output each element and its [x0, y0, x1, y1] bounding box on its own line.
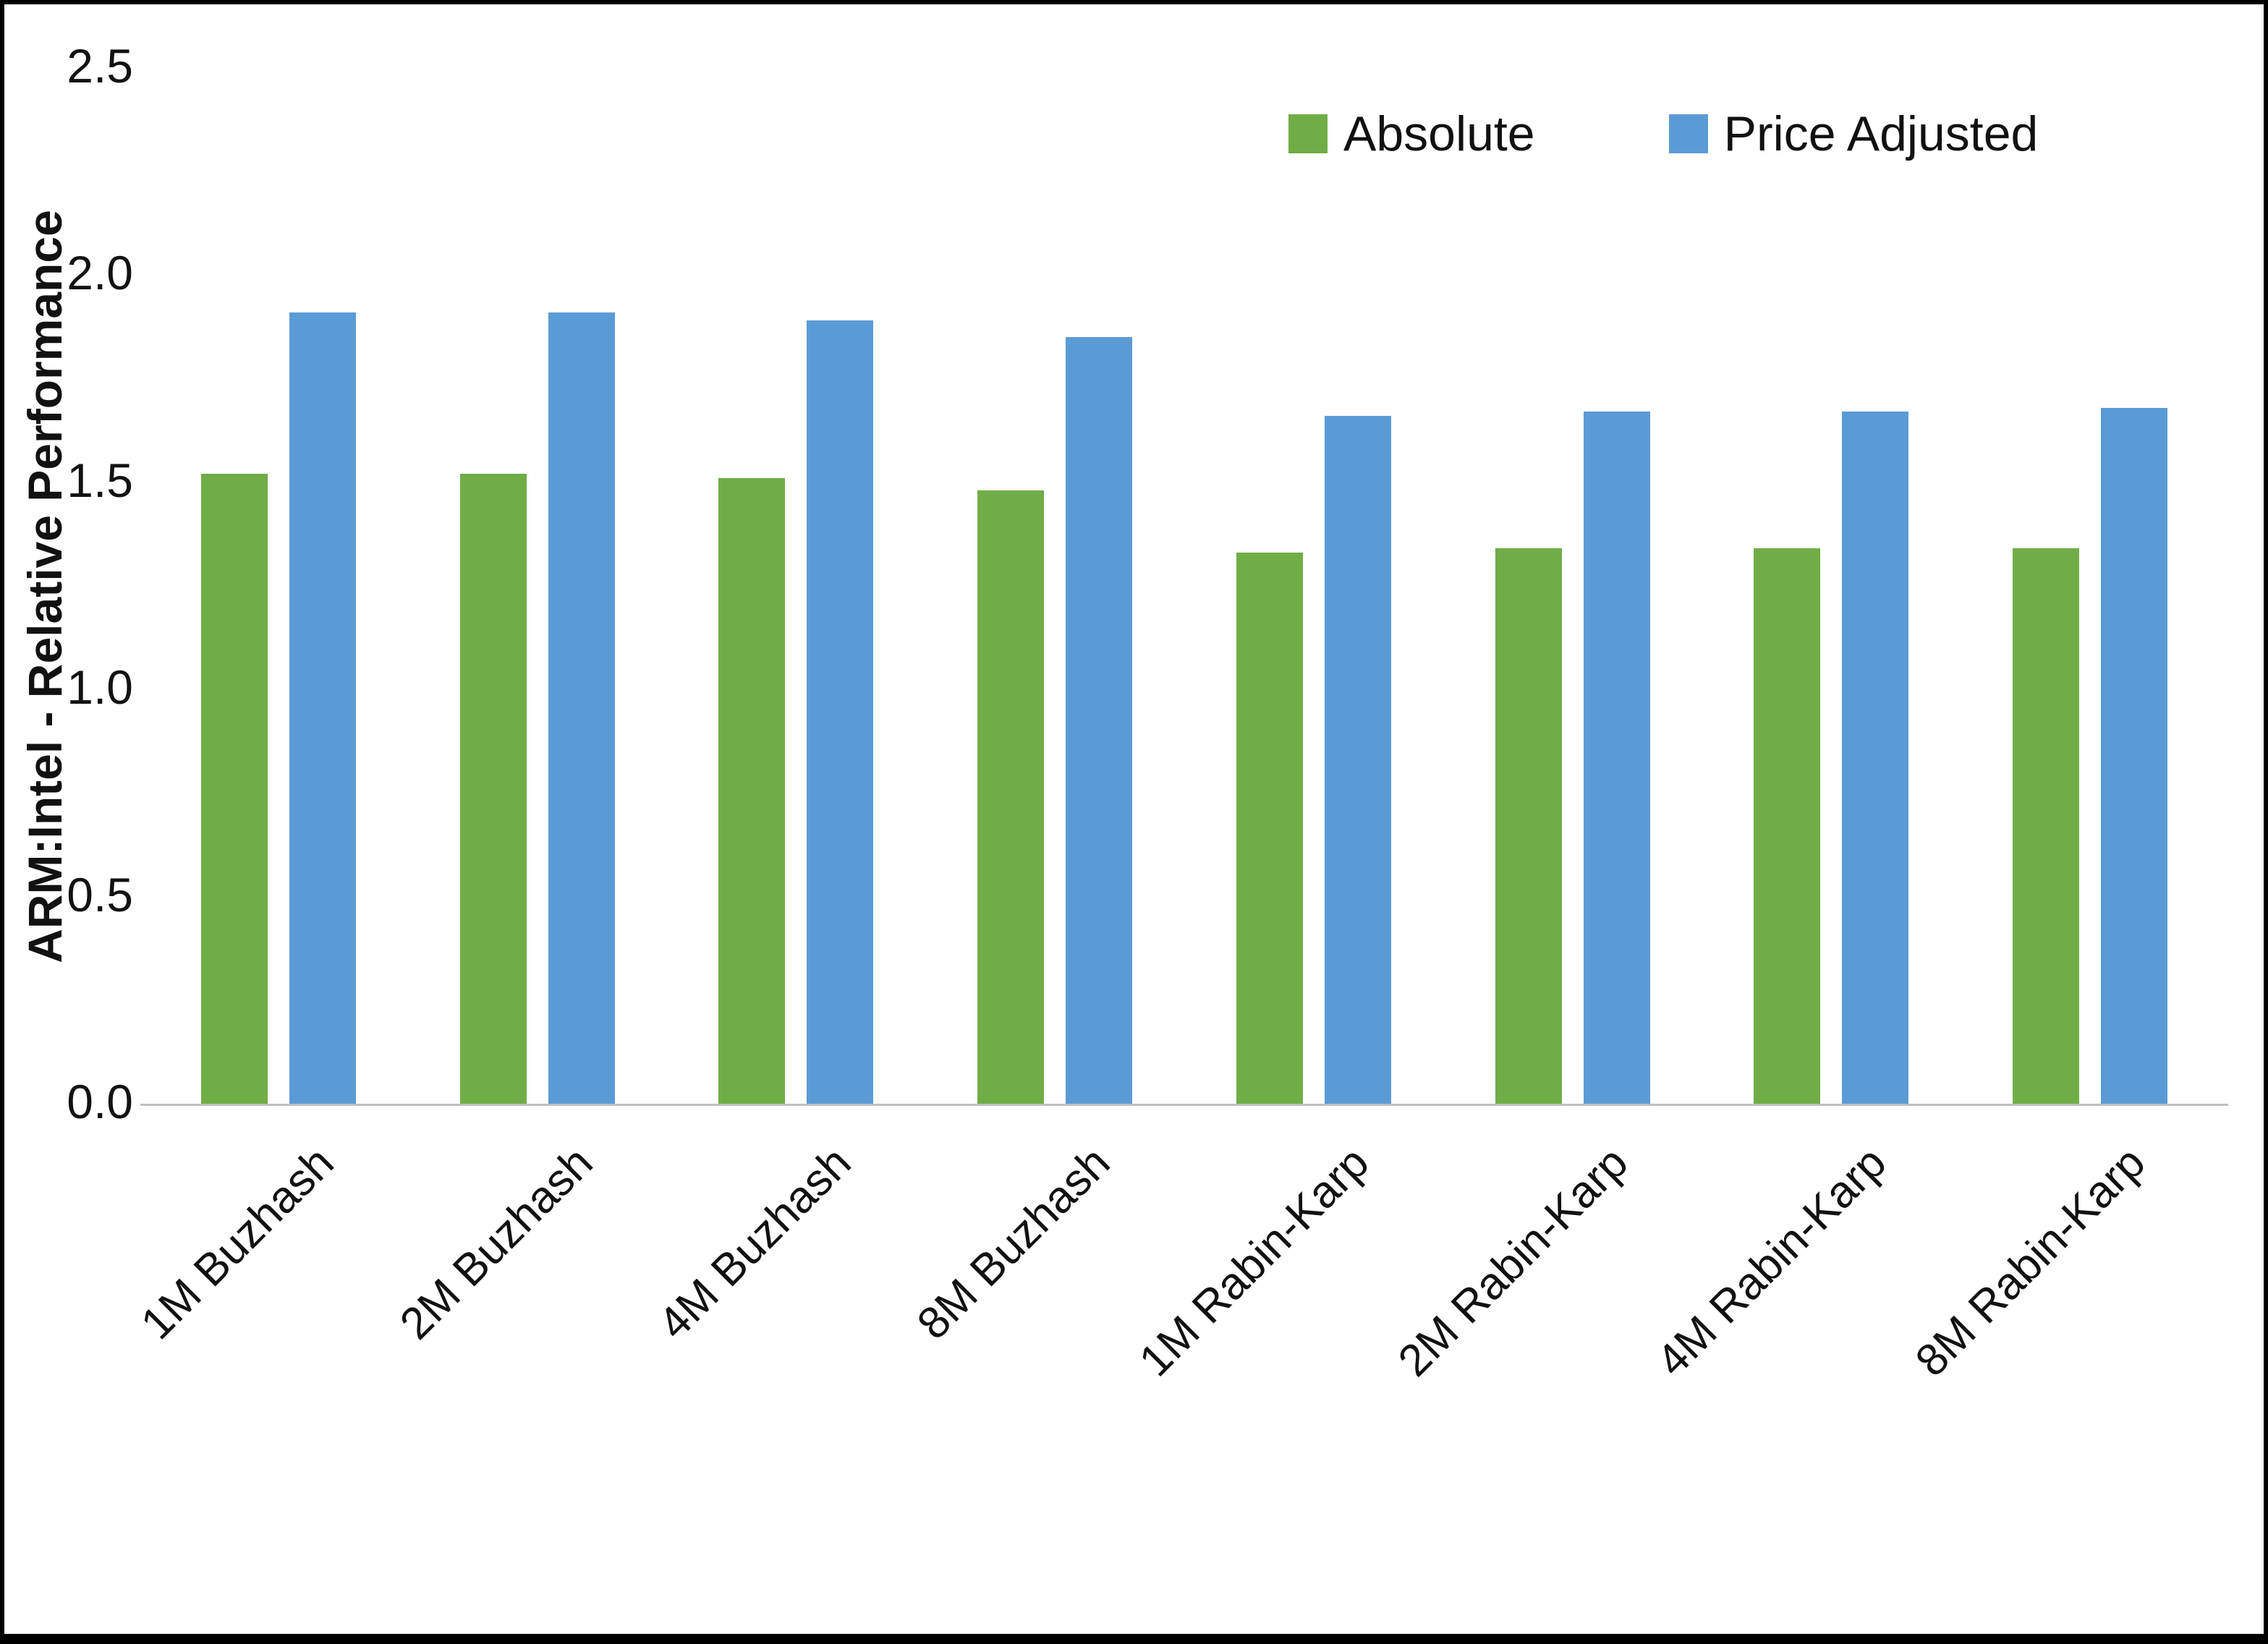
y-axis-tick-label: 1.5 [67, 453, 133, 507]
bar-price-adjusted [807, 320, 873, 1104]
bar-price-adjusted [1066, 337, 1132, 1104]
y-axis-tick-label: 2.0 [67, 246, 133, 300]
bar-absolute [2013, 548, 2079, 1104]
bar-price-adjusted [548, 312, 615, 1104]
legend-label: Price Adjusted [1723, 106, 2039, 161]
plot-area: ARM:Intel - Relative Performance 0.0 0.5 1… [4, 4, 2264, 1634]
y-axis-tick-label: 2.5 [67, 38, 133, 93]
y-axis-tick-label: 0.5 [67, 867, 133, 921]
bar-price-adjusted [2101, 408, 2167, 1104]
y-axis-tick-label: 1.0 [67, 660, 133, 715]
legend-swatch-icon [1668, 114, 1708, 153]
legend-item-absolute: Absolute [1288, 106, 1535, 162]
bar-price-adjusted [289, 312, 356, 1104]
bar-price-adjusted [1325, 416, 1391, 1104]
legend-swatch-icon [1288, 114, 1328, 153]
bar-price-adjusted [1584, 412, 1650, 1104]
bar-absolute [1495, 548, 1562, 1104]
y-axis-tick-label: 0.0 [67, 1074, 133, 1128]
bar-absolute [1754, 548, 1820, 1104]
y-axis-title: ARM:Intel - Relative Performance [18, 210, 72, 963]
bar-absolute [718, 478, 785, 1104]
legend-item-price-adjusted: Price Adjusted [1668, 106, 2039, 162]
bar-absolute [1236, 553, 1303, 1104]
x-axis-line [140, 1104, 2228, 1106]
bar-absolute [201, 474, 268, 1104]
legend: Absolute Price Adjusted [1288, 106, 2038, 162]
bar-price-adjusted [1842, 412, 1908, 1104]
bar-absolute [460, 474, 527, 1104]
bar-absolute [977, 490, 1044, 1104]
legend-label: Absolute [1343, 106, 1535, 161]
